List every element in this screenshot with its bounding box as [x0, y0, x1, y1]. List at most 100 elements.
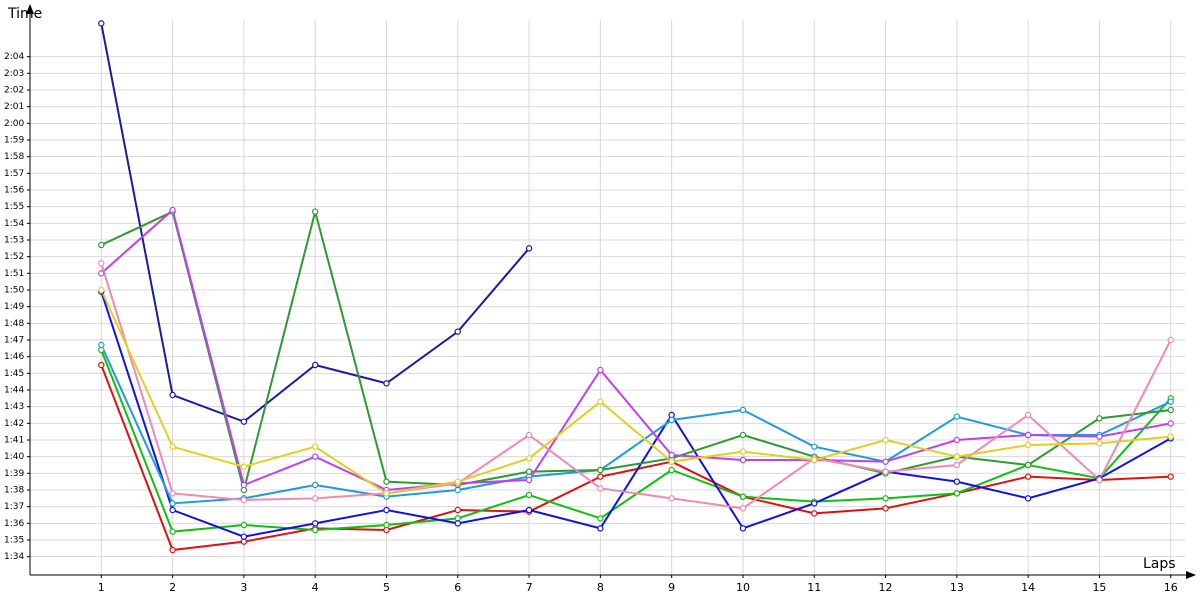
data-point [811, 510, 818, 517]
y-axis-title: Time [7, 6, 42, 22]
y-tick-label: 2:04 [4, 52, 24, 62]
y-tick-label: 1:55 [4, 202, 24, 212]
data-point [1167, 433, 1174, 440]
y-tick-label: 1:45 [4, 369, 24, 379]
data-point [1167, 406, 1174, 414]
series-line [100, 289, 1171, 495]
y-tick-label: 1:47 [4, 336, 24, 346]
x-tick-label: 1 [98, 581, 105, 594]
y-tick-label: 1:39 [4, 469, 24, 479]
data-point [597, 466, 604, 474]
data-point [454, 478, 461, 485]
data-point [525, 468, 533, 475]
data-point [597, 485, 604, 492]
data-point [240, 463, 248, 470]
data-point [311, 361, 319, 369]
data-point [98, 241, 105, 249]
x-tick-label: 12 [879, 581, 893, 594]
series-line [100, 208, 1171, 492]
data-point [1096, 433, 1103, 440]
x-tick-label: 3 [240, 581, 247, 594]
data-point [383, 380, 390, 387]
x-tick-label: 11 [807, 581, 821, 594]
data-point [811, 456, 818, 464]
data-point [953, 436, 961, 444]
data-point [739, 493, 747, 500]
data-point [953, 453, 961, 460]
series-line [100, 349, 1172, 533]
x-axis-arrow [1186, 571, 1196, 579]
x-tick-label: 5 [383, 581, 390, 594]
data-point [1024, 473, 1032, 480]
data-point [597, 398, 604, 405]
data-point [1167, 398, 1174, 405]
x-tick-label: 14 [1021, 581, 1035, 594]
series-line [100, 263, 1172, 510]
x-tick-label: 9 [668, 581, 675, 594]
data-point [882, 458, 889, 465]
y-tick-label: 1:43 [4, 402, 24, 412]
data-point [383, 506, 390, 514]
data-point [98, 260, 105, 267]
y-tick-label: 1:56 [4, 186, 24, 196]
data-point [1167, 420, 1174, 427]
data-point [739, 456, 747, 464]
y-tick-label: 1:58 [4, 152, 24, 162]
data-point [98, 341, 105, 349]
data-point [240, 533, 248, 540]
data-point [882, 468, 889, 475]
data-point [525, 491, 533, 499]
data-point [169, 506, 176, 514]
data-point [811, 500, 818, 507]
data-point [597, 366, 604, 374]
data-point [383, 490, 390, 497]
data-point [1024, 461, 1032, 469]
y-axis-arrow [26, 4, 34, 14]
y-tick-label: 1:35 [4, 536, 24, 546]
y-tick-label: 1:54 [4, 219, 24, 229]
data-point [169, 500, 176, 507]
data-point [668, 416, 675, 424]
y-tick-label: 1:53 [4, 236, 24, 246]
data-point [383, 521, 390, 529]
data-point [811, 443, 818, 450]
y-tick-label: 1:37 [4, 502, 24, 512]
data-point [739, 525, 747, 532]
data-point [311, 526, 319, 534]
data-point [1167, 473, 1174, 480]
x-tick-label: 4 [312, 581, 319, 594]
data-point [311, 481, 319, 489]
data-point [240, 418, 248, 425]
data-point [311, 443, 319, 450]
data-point [98, 361, 105, 369]
x-tick-label: 7 [526, 581, 533, 594]
data-point [1096, 440, 1103, 447]
data-point [169, 206, 176, 214]
data-point [169, 546, 176, 554]
x-tick-label: 13 [950, 581, 964, 594]
data-point [454, 328, 461, 335]
data-point [311, 453, 319, 460]
x-axis-title: Laps [1143, 556, 1176, 572]
data-point [739, 448, 747, 455]
data-point [1024, 495, 1032, 502]
data-point [169, 490, 176, 497]
data-point [525, 455, 533, 462]
y-tick-label: 2:00 [4, 119, 24, 129]
y-tick-label: 1:46 [4, 352, 24, 362]
data-point [739, 505, 747, 512]
series-line [100, 344, 1172, 505]
data-point [525, 476, 533, 484]
data-point [1096, 415, 1103, 422]
data-point [882, 505, 889, 512]
y-tick-label: 1:38 [4, 486, 24, 496]
y-tick-label: 2:02 [4, 86, 24, 96]
data-point [98, 20, 105, 27]
series-line [100, 291, 1172, 538]
data-point [597, 525, 604, 532]
data-point [597, 473, 604, 480]
data-point [98, 270, 105, 277]
y-tick-label: 1:34 [4, 552, 24, 562]
data-point [1024, 441, 1032, 449]
